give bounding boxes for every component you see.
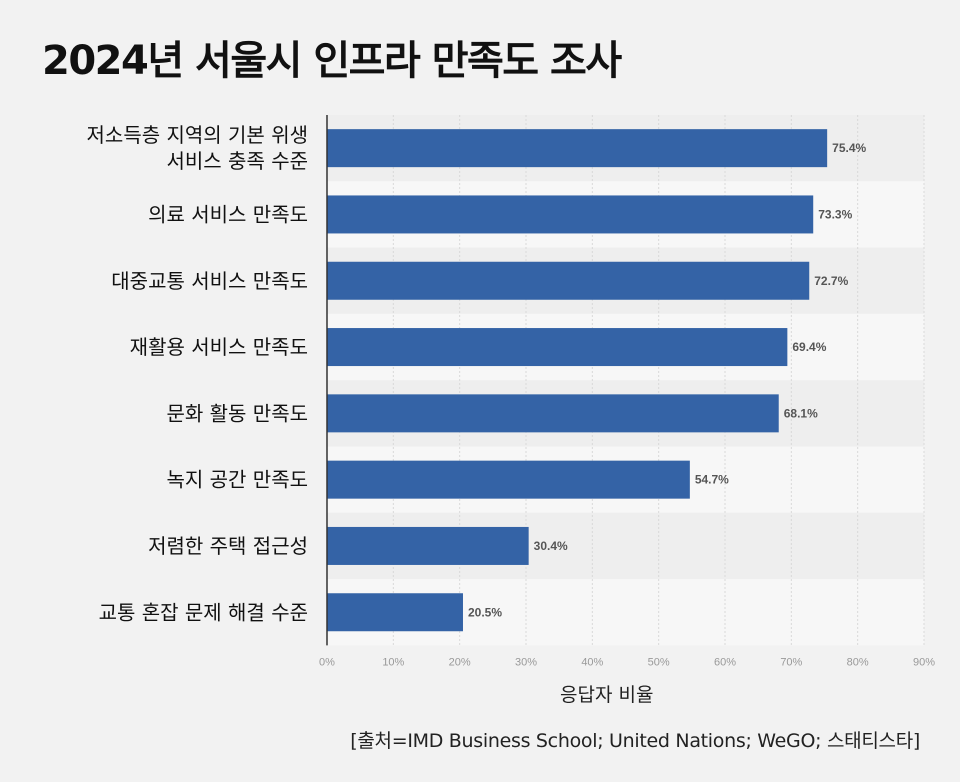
x-tick-label: 60%	[714, 656, 736, 668]
value-label: 73.3%	[818, 207, 852, 221]
bar	[327, 526, 529, 565]
x-tick-label: 70%	[780, 656, 802, 668]
bar	[327, 593, 463, 632]
chart-title: 2024년 서울시 인프라 만족도 조사	[42, 38, 622, 84]
row-bands	[327, 115, 924, 646]
value-label: 68.1%	[784, 406, 818, 420]
x-tick-label: 0%	[319, 656, 335, 668]
category-label: 저소득층 지역의 기본 위생	[87, 123, 308, 147]
x-tick-label: 10%	[382, 656, 404, 668]
source-note: [출처=IMD Business School; United Nations;…	[350, 730, 920, 752]
bar	[327, 328, 788, 367]
category-label: 녹지 공간 만족도	[166, 468, 308, 492]
category-label: 의료 서비스 만족도	[148, 202, 308, 226]
value-label: 69.4%	[792, 340, 826, 354]
x-tick-label: 50%	[648, 656, 670, 668]
value-label: 72.7%	[814, 274, 848, 288]
value-labels: 75.4% 73.3% 72.7% 69.4% 68.1% 54.7% 30.4% 20.5%	[468, 141, 867, 619]
bar	[327, 460, 690, 499]
value-label: 75.4%	[832, 141, 866, 155]
x-tick-labels: 0% 10% 20% 30% 40% 50% 60% 70% 80% 90%	[319, 656, 935, 668]
x-tick-label: 20%	[449, 656, 471, 668]
x-tick-label: 90%	[913, 656, 935, 668]
bars	[327, 129, 828, 632]
x-axis-label: 응답자 비율	[560, 684, 654, 706]
bar	[327, 195, 814, 234]
value-label: 54.7%	[695, 473, 729, 487]
bar	[327, 129, 828, 168]
x-tick-label: 30%	[515, 656, 537, 668]
category-label: 문화 활동 만족도	[166, 401, 308, 425]
category-label: 저렴한 주택 접근성	[148, 534, 308, 558]
category-label: 서비스 충족 수준	[166, 149, 308, 173]
value-label: 30.4%	[534, 539, 568, 553]
x-tick-label: 40%	[581, 656, 603, 668]
bar	[327, 394, 779, 433]
category-label: 재활용 서비스 만족도	[130, 335, 308, 359]
category-label: 대중교통 서비스 만족도	[111, 269, 308, 293]
category-label: 교통 혼잡 문제 해결 수준	[99, 600, 308, 624]
x-tick-label: 80%	[847, 656, 869, 668]
value-label: 20.5%	[468, 605, 502, 619]
bar	[327, 261, 810, 300]
